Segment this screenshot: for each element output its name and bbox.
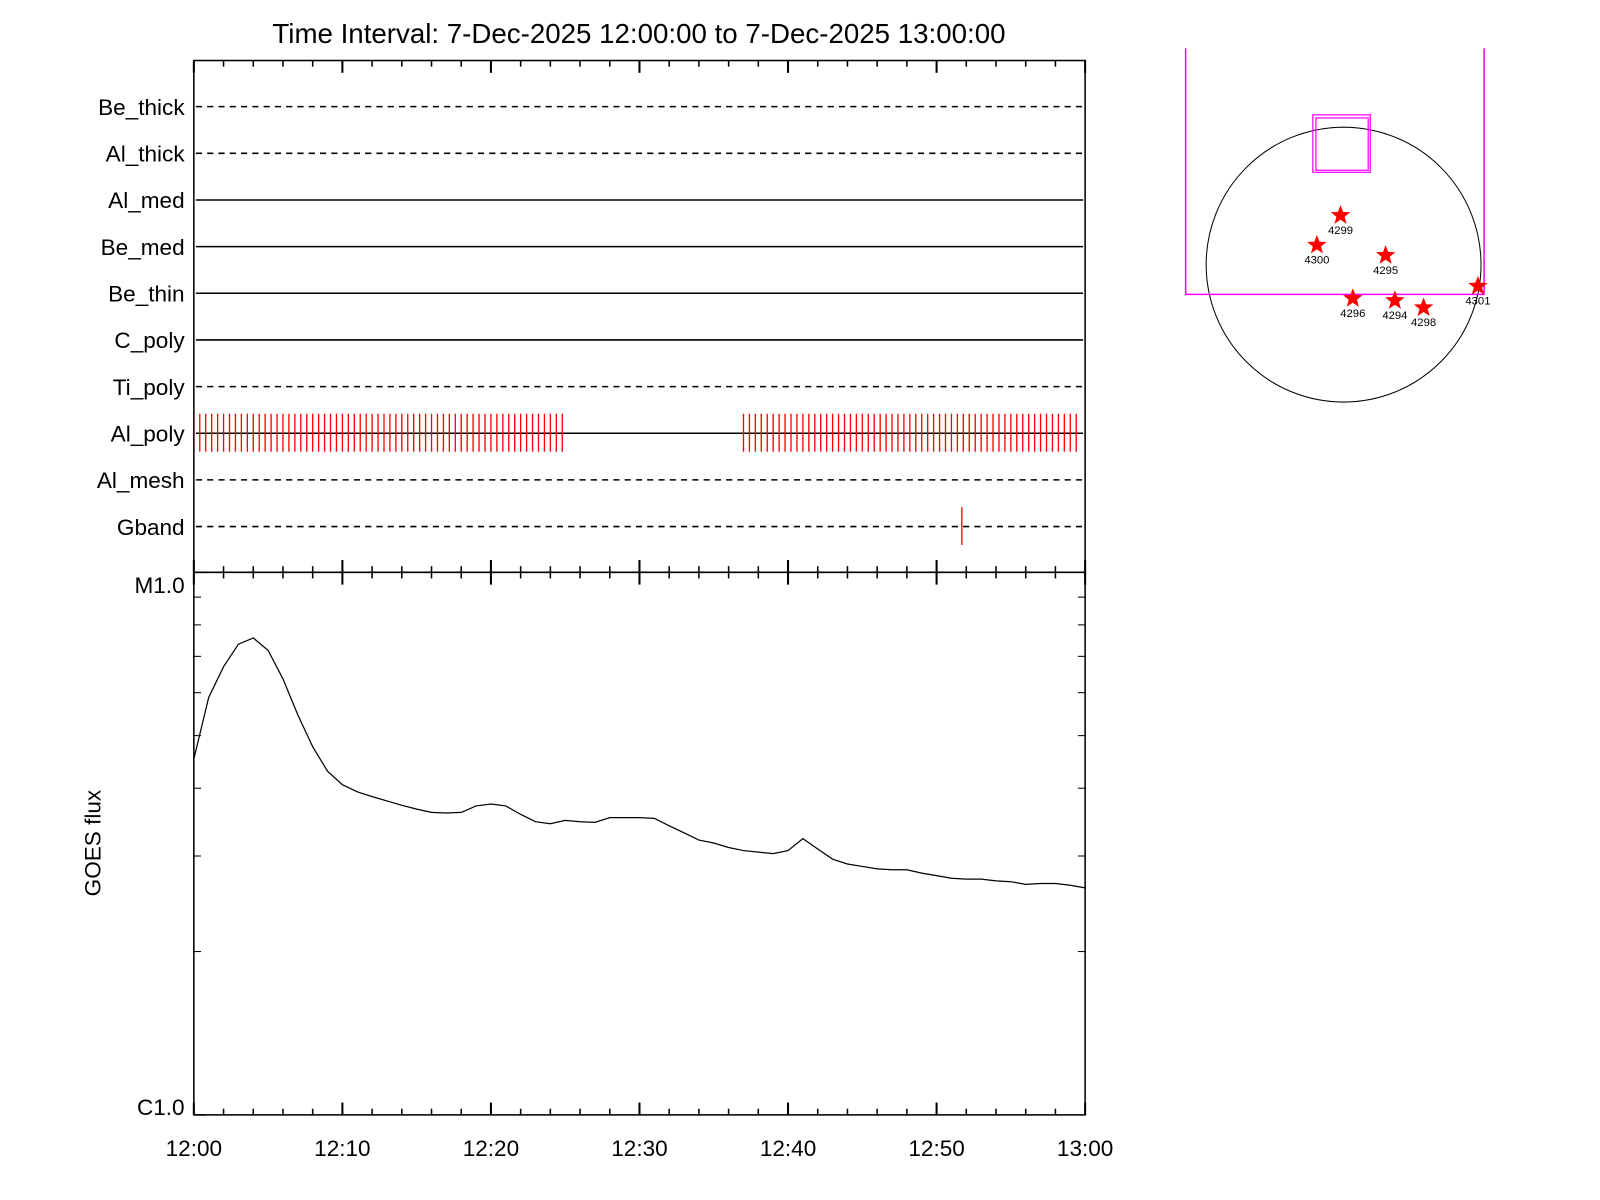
row-label: Be_thin [108, 281, 184, 306]
region-label: 4299 [1328, 225, 1353, 237]
row-label: Be_med [101, 235, 185, 260]
region-label: 4298 [1411, 317, 1436, 329]
flux-line [193, 637, 1086, 889]
x-tick-label: 12:10 [314, 1136, 370, 1161]
field-of-view [1184, 48, 1485, 296]
row-label: Al_poly [111, 421, 186, 446]
row-label: C_poly [114, 328, 185, 353]
row-label: Al_thick [106, 142, 186, 167]
row-label: Gband [117, 515, 185, 540]
region-label: 4294 [1382, 310, 1407, 322]
x-tick-label: 12:00 [166, 1136, 222, 1161]
row-label: Al_mesh [97, 468, 185, 493]
region-label: 4296 [1340, 308, 1365, 320]
y-axis-label: GOES flux [81, 789, 106, 896]
row-label: Al_med [108, 188, 184, 213]
region-marker [1468, 275, 1488, 295]
row-label: Ti_poly [113, 375, 186, 400]
x-tick-label: 12:30 [611, 1136, 667, 1161]
region-marker [1375, 245, 1396, 264]
region-label: 4301 [1465, 296, 1490, 308]
x-tick-label: 12:40 [760, 1136, 816, 1161]
region-marker [1385, 290, 1405, 309]
plot-frame [193, 59, 1086, 574]
x-tick-label: 12:50 [908, 1136, 964, 1161]
target-box [1312, 114, 1371, 173]
y-tick-label: C1.0 [137, 1095, 185, 1120]
region-marker [1330, 205, 1351, 224]
region-marker [1307, 234, 1327, 254]
x-tick-label: 12:20 [463, 1136, 519, 1161]
plot-frame [193, 571, 1086, 1116]
x-tick-label: 13:00 [1057, 1136, 1113, 1161]
row-label: Be_thick [98, 95, 185, 120]
y-tick-label: M1.0 [134, 573, 184, 598]
region-marker [1343, 288, 1363, 307]
region-label: 4295 [1373, 265, 1398, 277]
chart-title: Time Interval: 7-Dec-2025 12:00:00 to 7-… [272, 18, 1005, 49]
target-box [1315, 117, 1369, 171]
region-marker [1413, 297, 1434, 316]
region-label: 4300 [1304, 255, 1329, 267]
solar-limb [1205, 126, 1482, 403]
